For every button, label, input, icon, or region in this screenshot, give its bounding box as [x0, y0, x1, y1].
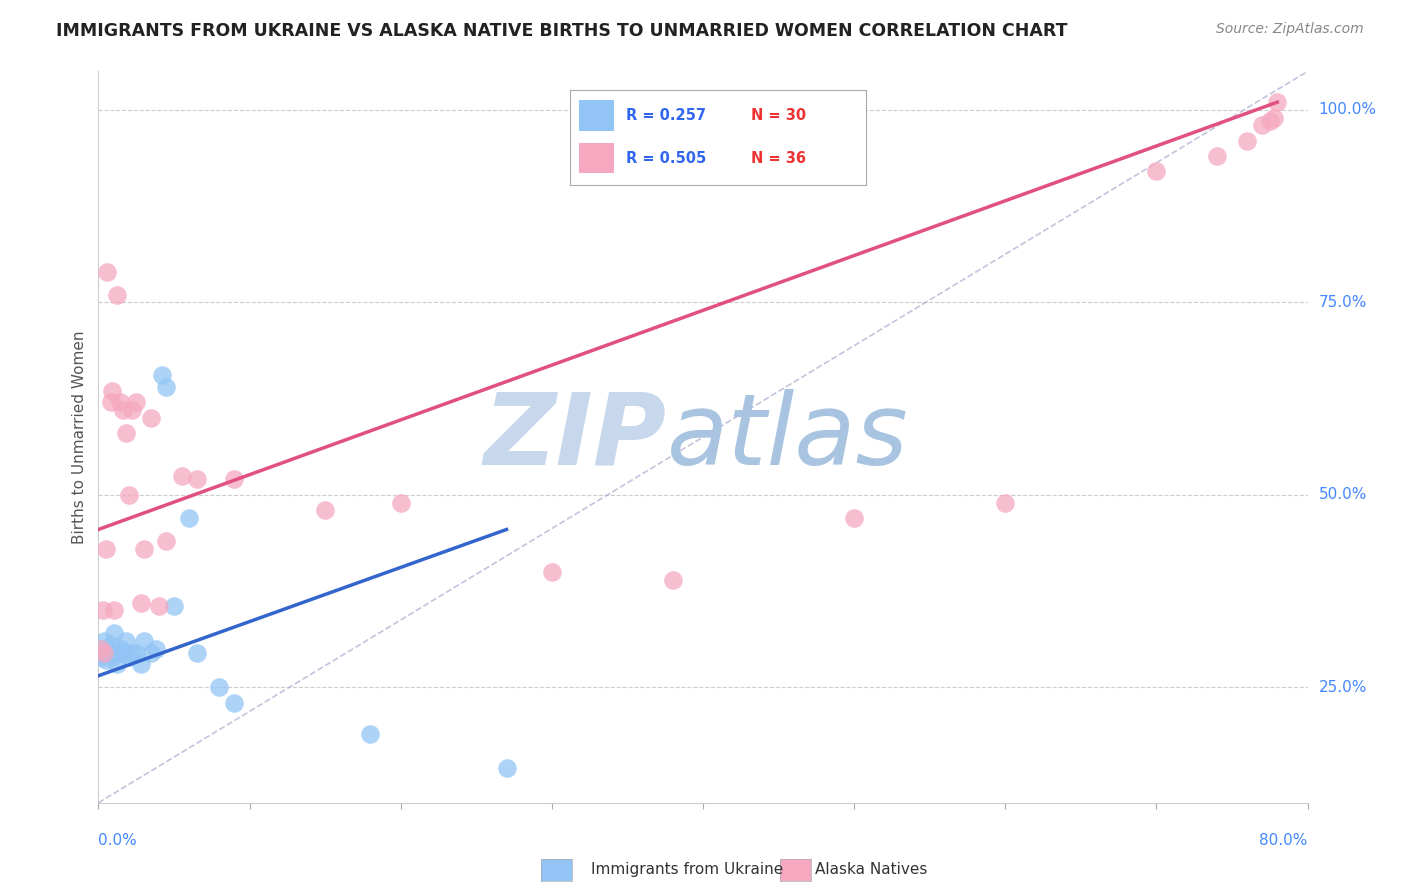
Point: [661, 573, 683, 587]
Point: [105, 657, 128, 672]
Point: [132, 541, 155, 556]
Point: [118, 488, 141, 502]
Point: [94, 541, 117, 556]
Point: [93, 634, 115, 648]
Point: [844, 511, 866, 525]
Text: 100.0%: 100.0%: [1319, 103, 1376, 118]
Text: 75.0%: 75.0%: [1319, 295, 1367, 310]
Point: [170, 468, 193, 483]
Point: [155, 534, 177, 549]
Point: [186, 472, 208, 486]
Point: [1265, 95, 1288, 110]
Point: [91, 646, 114, 660]
Point: [314, 503, 336, 517]
Point: [208, 681, 231, 695]
Point: [98, 646, 121, 660]
Point: [389, 495, 412, 509]
Point: [132, 634, 155, 648]
Text: Immigrants from Ukraine: Immigrants from Ukraine: [591, 863, 783, 877]
Point: [105, 287, 128, 301]
Point: [108, 395, 131, 409]
Point: [90, 641, 112, 656]
Point: [91, 603, 114, 617]
Text: 50.0%: 50.0%: [1319, 487, 1367, 502]
Point: [101, 649, 124, 664]
Point: [1251, 118, 1274, 132]
Point: [110, 641, 132, 656]
Text: Alaska Natives: Alaska Natives: [815, 863, 928, 877]
Point: [103, 603, 125, 617]
Point: [93, 646, 115, 660]
Point: [1144, 164, 1167, 178]
Point: [121, 403, 143, 417]
Point: [111, 646, 134, 660]
Point: [90, 649, 112, 664]
Point: [100, 395, 122, 409]
Point: [129, 596, 152, 610]
Point: [145, 641, 167, 656]
Point: [103, 626, 125, 640]
Text: atlas: atlas: [666, 389, 908, 485]
Text: ZIP: ZIP: [484, 389, 666, 485]
Point: [101, 384, 124, 398]
Point: [177, 511, 201, 525]
Text: 0.0%: 0.0%: [98, 833, 138, 848]
Point: [125, 395, 148, 409]
Point: [155, 380, 177, 394]
Point: [96, 264, 118, 278]
Text: IMMIGRANTS FROM UKRAINE VS ALASKA NATIVE BIRTHS TO UNMARRIED WOMEN CORRELATION C: IMMIGRANTS FROM UKRAINE VS ALASKA NATIVE…: [56, 22, 1067, 40]
Point: [114, 426, 136, 441]
Text: Source: ZipAtlas.com: Source: ZipAtlas.com: [1216, 22, 1364, 37]
Point: [1263, 111, 1285, 125]
Point: [111, 403, 134, 417]
Point: [118, 649, 141, 664]
Point: [224, 696, 246, 710]
Text: 80.0%: 80.0%: [1260, 833, 1308, 848]
Point: [540, 565, 562, 579]
Point: [141, 410, 163, 425]
Point: [1236, 134, 1258, 148]
Point: [148, 599, 170, 614]
Point: [121, 646, 143, 660]
Point: [141, 646, 163, 660]
Point: [107, 646, 129, 660]
Y-axis label: Births to Unmarried Women: Births to Unmarried Women: [72, 330, 87, 544]
Point: [163, 599, 186, 614]
Text: 25.0%: 25.0%: [1319, 680, 1367, 695]
Point: [150, 368, 173, 383]
Point: [495, 761, 517, 775]
Point: [186, 646, 208, 660]
Point: [360, 726, 382, 740]
Point: [1258, 114, 1281, 128]
Point: [100, 638, 122, 652]
Point: [994, 495, 1017, 509]
Point: [114, 634, 136, 648]
Point: [129, 657, 152, 672]
Point: [94, 653, 117, 667]
Point: [96, 641, 118, 656]
Point: [224, 472, 246, 486]
Point: [125, 646, 148, 660]
Point: [1206, 149, 1229, 163]
